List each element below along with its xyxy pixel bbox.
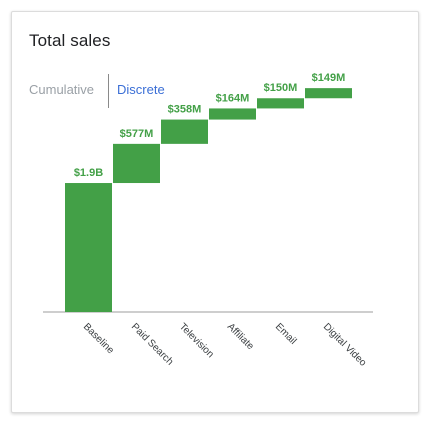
data-label: $358M bbox=[168, 104, 202, 116]
data-label: $164M bbox=[216, 92, 250, 104]
category-label: Email bbox=[273, 321, 298, 346]
data-label: $150M bbox=[264, 82, 298, 94]
data-label: $1.9B bbox=[74, 167, 103, 179]
data-label: $149M bbox=[312, 72, 346, 84]
bar-affiliate[interactable] bbox=[209, 108, 256, 120]
bar-paid-search[interactable] bbox=[113, 143, 160, 184]
bar-baseline[interactable] bbox=[65, 183, 112, 312]
bar-email[interactable] bbox=[257, 98, 304, 109]
tab-discrete[interactable]: Discrete bbox=[117, 82, 165, 97]
tab-divider bbox=[108, 74, 109, 108]
bar-digital-video[interactable] bbox=[305, 88, 352, 99]
category-label: Television bbox=[177, 321, 216, 360]
category-label: Baseline bbox=[81, 321, 116, 356]
bar-television[interactable] bbox=[161, 119, 208, 144]
category-label: Digital Video bbox=[321, 321, 369, 369]
tab-cumulative[interactable]: Cumulative bbox=[29, 82, 95, 97]
card-title: Total sales bbox=[29, 31, 111, 50]
data-label: $577M bbox=[120, 128, 154, 140]
category-label: Affiliate bbox=[225, 321, 256, 352]
category-label: Paid Search bbox=[129, 321, 175, 367]
